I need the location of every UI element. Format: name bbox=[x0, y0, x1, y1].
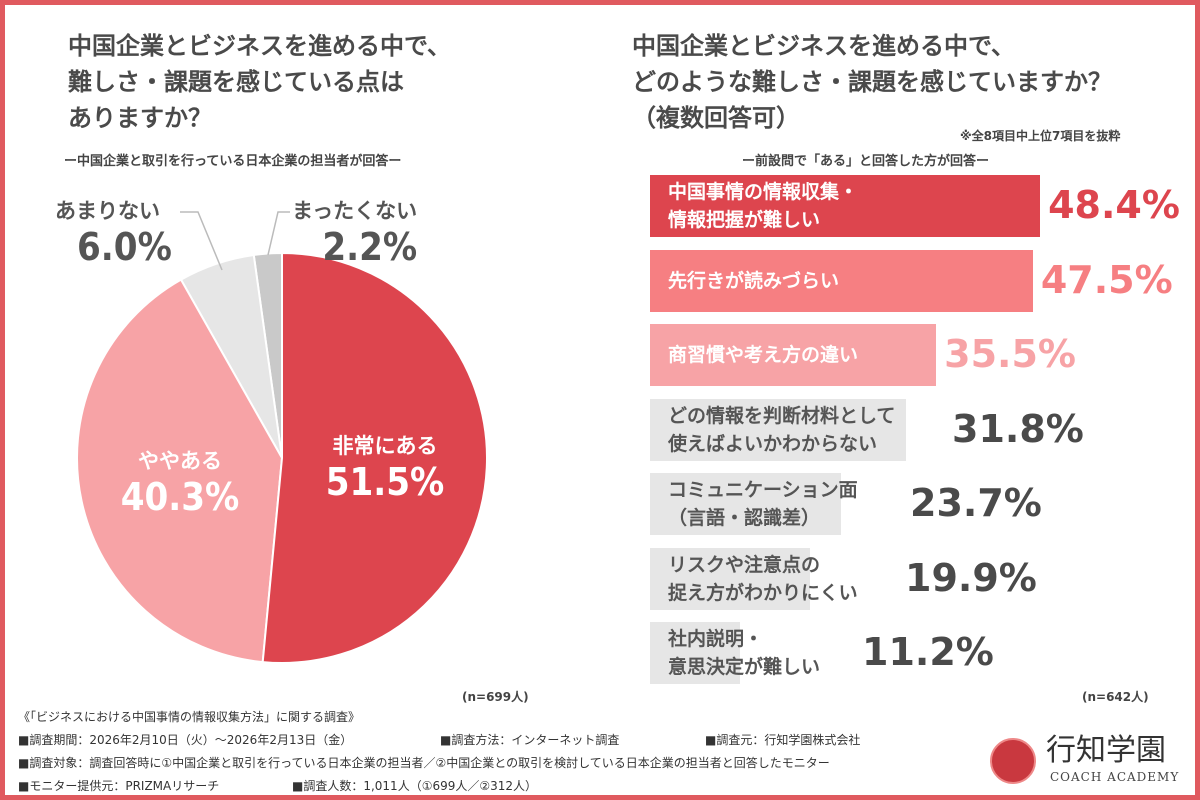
leader-line bbox=[267, 211, 290, 256]
bar: 先行きが読みづらい bbox=[650, 249, 1033, 312]
logo-sub: COACH ACADEMY bbox=[1050, 770, 1180, 784]
logo-name: 行知学園 bbox=[1046, 733, 1166, 768]
slice-label-none: まったくない 2.2% bbox=[292, 195, 417, 269]
label: まったくない bbox=[292, 199, 418, 223]
label: ややある bbox=[138, 449, 222, 473]
survey-provider: ■モニター提供元：PRIZMAリサーチ bbox=[18, 779, 220, 793]
slice-label-somewhat: ややある 40.3% bbox=[110, 445, 250, 519]
survey-count: ■調査人数：1,011人（①699人／②312人） bbox=[292, 779, 538, 793]
value: 2.2% bbox=[322, 225, 418, 269]
survey-source: ■調査元：行知学園株式会社 bbox=[705, 733, 861, 747]
value: 51.5% bbox=[325, 460, 445, 504]
bar-value: 23.7% bbox=[910, 481, 1042, 525]
bar-label: どの情報を判断材料として 使えばよいかわからない bbox=[668, 404, 896, 455]
value: 40.3% bbox=[120, 475, 240, 519]
right-title: 中国企業とビジネスを進める中で、 どのような難しさ・課題を感じていますか？ （複… bbox=[632, 28, 1112, 136]
title-line: 中国企業とビジネスを進める中で、 bbox=[632, 32, 1016, 60]
bar-value: 48.4% bbox=[1048, 183, 1180, 227]
survey-target: ■調査対象：調査回答時に①中国企業と取引を行っている日本企業の担当者／②中国企業… bbox=[18, 756, 830, 770]
bar: 商習慣や考え方の違い bbox=[650, 324, 937, 386]
slice-somewhat bbox=[76, 278, 284, 664]
label: あまりない bbox=[55, 199, 160, 223]
bar-value: 35.5% bbox=[944, 332, 1076, 376]
bar-label: 中国事情の情報収集・ 情報把握が難しい bbox=[668, 181, 859, 231]
bar-value: 31.8% bbox=[952, 406, 1084, 451]
logo-emblem bbox=[990, 738, 1036, 784]
slice-label-very: 非常にある 51.5% bbox=[315, 430, 455, 504]
left-subtitle: ー中国企業と取引を行っている日本企業の担当者が回答ー bbox=[64, 154, 402, 169]
right-subtitle: ー前設問で「ある」と回答した方が回答ー bbox=[742, 154, 990, 169]
bar: コミュニケーション面 （言語・認識差） bbox=[650, 473, 858, 535]
slice-label-not-much: あまりない 6.0% bbox=[55, 195, 172, 269]
survey-period: ■調査期間：2026年2月10日（火）～2026年2月13日（金） bbox=[18, 733, 353, 747]
survey-method: ■調査方法：インターネット調査 bbox=[440, 733, 620, 747]
title-line: 難しさ・課題を感じている点は bbox=[68, 68, 404, 96]
bar: 中国事情の情報収集・ 情報把握が難しい bbox=[650, 175, 1041, 237]
bar-value: 11.2% bbox=[862, 630, 994, 674]
bar-label: 商習慣や考え方の違い bbox=[668, 344, 859, 366]
title-line: どのような難しさ・課題を感じていますか？ bbox=[632, 68, 1112, 96]
bar-label: コミュニケーション面 （言語・認識差） bbox=[668, 479, 858, 529]
right-note: ※全8項目中上位7項目を抜粋 bbox=[960, 129, 1121, 143]
label: 非常にある bbox=[332, 434, 438, 458]
title-line: ありますか？ bbox=[68, 104, 212, 132]
title-line: 中国企業とビジネスを進める中で、 bbox=[68, 32, 452, 60]
left-title: 中国企業とビジネスを進める中で、 難しさ・課題を感じている点は ありますか？ bbox=[68, 28, 451, 136]
bar: 社内説明・ 意思決定が難しい bbox=[650, 622, 820, 684]
bar-value: 19.9% bbox=[905, 555, 1037, 600]
title-line: （複数回答可） bbox=[632, 104, 800, 132]
survey-heading: 《「ビジネスにおける中国事情の情報収集方法」に関する調査》 bbox=[18, 710, 361, 724]
right-n: (n=642人) bbox=[1082, 690, 1149, 704]
bar-label: リスクや注意点の 捉え方がわかりにくい bbox=[668, 553, 858, 604]
bar-label: 先行きが読みづらい bbox=[668, 269, 840, 292]
slice-very bbox=[261, 251, 488, 664]
bar: リスクや注意点の 捉え方がわかりにくい bbox=[650, 547, 858, 610]
bar-value: 47.5% bbox=[1040, 257, 1173, 302]
bar-label: 社内説明・ 意思決定が難しい bbox=[668, 628, 821, 678]
bar: どの情報を判断材料として 使えばよいかわからない bbox=[650, 398, 907, 461]
leader-line bbox=[180, 211, 223, 271]
left-n: (n=699人) bbox=[462, 690, 529, 704]
value: 6.0% bbox=[77, 225, 172, 269]
